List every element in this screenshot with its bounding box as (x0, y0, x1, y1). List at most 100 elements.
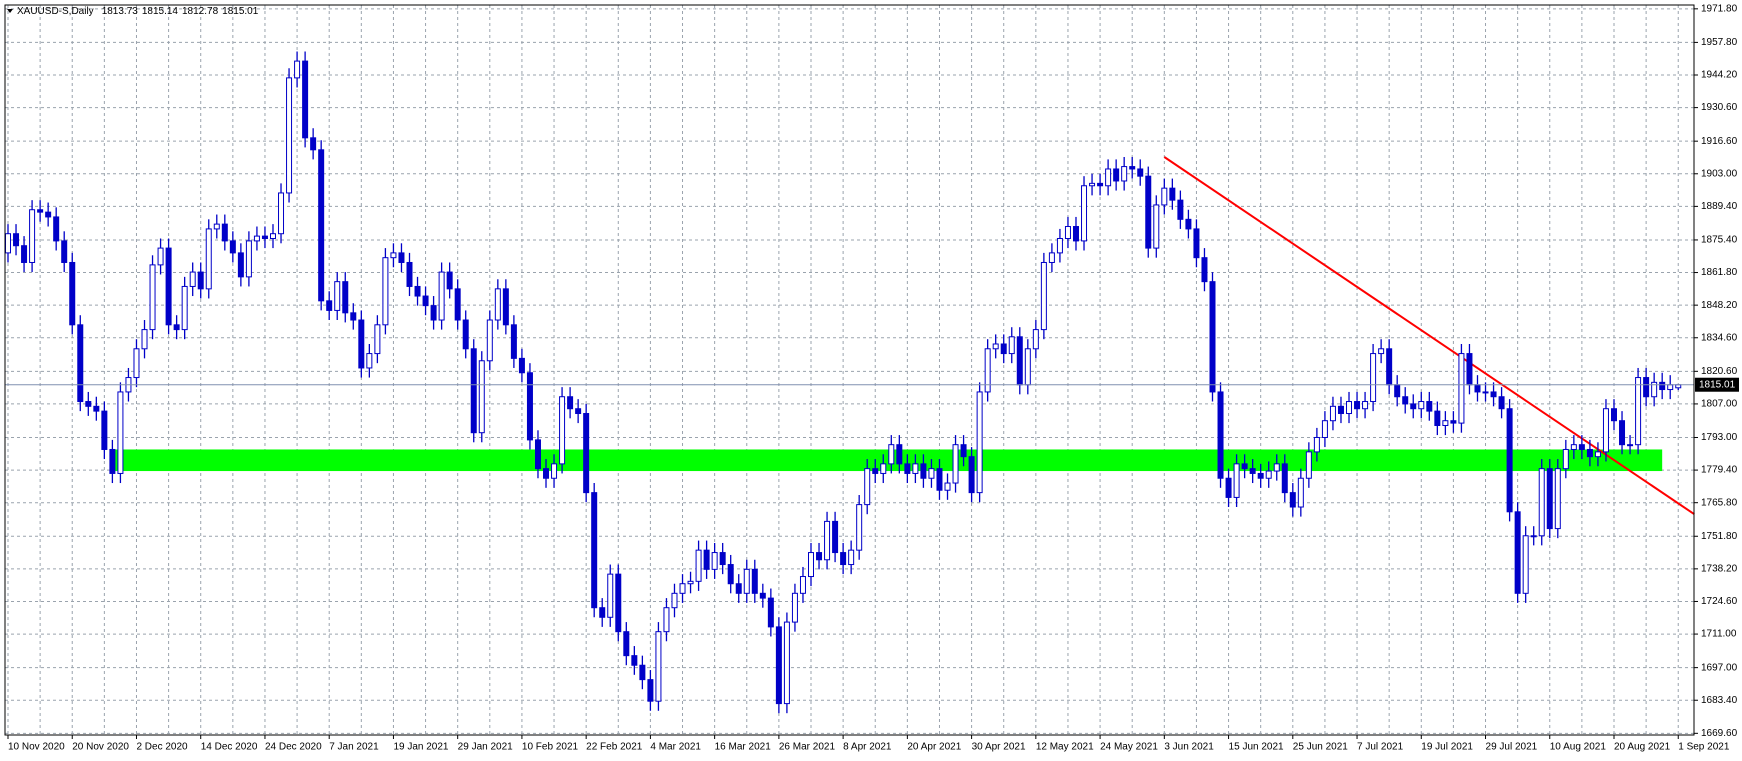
candle-body (920, 463, 927, 479)
candle-body (1386, 348, 1393, 386)
candle-body (615, 573, 622, 633)
candle-body (294, 60, 301, 79)
candle-body (1305, 451, 1312, 479)
y-tick-label: 1765.80 (1701, 497, 1738, 508)
x-tick-label: 20 Aug 2021 (1614, 742, 1671, 753)
candle-body (1008, 336, 1015, 355)
candle-body (61, 240, 68, 263)
candle-body (1410, 403, 1417, 410)
y-tick-label: 1903.00 (1701, 168, 1738, 179)
candle-body (1554, 468, 1561, 530)
candle-body (551, 463, 558, 479)
candle-body (1297, 477, 1304, 508)
candle-body (414, 285, 421, 297)
candle-body (1538, 468, 1545, 537)
candle-body (1450, 420, 1457, 424)
x-tick-label: 10 Feb 2021 (522, 742, 579, 753)
y-tick-label: 1916.60 (1701, 136, 1738, 147)
candle-body (607, 573, 614, 618)
menu-arrow[interactable] (7, 9, 13, 13)
candle-body (1498, 396, 1505, 410)
candle-body (1482, 391, 1489, 394)
candle-body (896, 444, 903, 465)
candle-body (1514, 511, 1521, 594)
candle-body (1370, 353, 1377, 403)
candle-body (1562, 448, 1569, 470)
candle-body (1546, 468, 1553, 530)
candle-body (952, 444, 959, 484)
y-tick-label: 1697.00 (1701, 662, 1738, 673)
candle-body (21, 245, 28, 263)
candle-body (406, 261, 413, 287)
candle-body (1177, 199, 1184, 220)
candle-body (109, 448, 116, 474)
y-tick-label: 1875.40 (1701, 235, 1738, 246)
candle-body (1619, 420, 1626, 446)
y-tick-label: 1930.60 (1701, 102, 1738, 113)
candle-body (1490, 391, 1497, 398)
x-tick-label: 19 Jul 2021 (1421, 742, 1473, 753)
candle-body (1289, 492, 1296, 508)
candle-body (1169, 187, 1176, 201)
x-tick-label: 14 Dec 2020 (201, 742, 258, 753)
candle-body (173, 324, 180, 331)
y-tick-label: 1711.00 (1701, 629, 1737, 640)
candle-body (486, 319, 493, 362)
candle-body (1129, 166, 1136, 170)
candle-body (502, 288, 509, 326)
candle-body (856, 504, 863, 551)
candle-body (944, 482, 951, 491)
candle-body (1201, 257, 1208, 283)
candle-body (591, 492, 598, 609)
candle-body (1321, 420, 1328, 438)
candle-body (470, 348, 477, 434)
x-tick-label: 26 Mar 2021 (779, 742, 836, 753)
candle-body (1121, 166, 1128, 182)
y-tick-label: 1820.60 (1701, 366, 1738, 377)
candle-body (181, 285, 188, 331)
candle-body (422, 295, 429, 307)
candle-body (992, 343, 999, 350)
candle-body (133, 348, 140, 379)
candle-body (77, 324, 84, 403)
candle-body (494, 288, 501, 321)
candle-body (663, 607, 670, 633)
candle-body (639, 664, 646, 681)
candle-body (1185, 218, 1192, 230)
candle-body (1394, 384, 1401, 398)
candle-body (687, 580, 694, 585)
candle-body (1418, 401, 1425, 410)
x-tick-label: 1 Sep 2021 (1678, 742, 1730, 753)
header: XAUUSD-S,Daily 1813.73 1815.14 1812.78 1815.… (7, 6, 259, 17)
candle-body (567, 396, 574, 410)
candle-body (767, 597, 774, 628)
candle-body (679, 583, 686, 594)
x-tick-label: 30 Apr 2021 (972, 742, 1026, 753)
x-tick-label: 29 Jan 2021 (458, 742, 513, 753)
candle-body (302, 60, 309, 139)
y-tick-label: 1971.80 (1701, 3, 1738, 14)
candle-body (655, 631, 662, 702)
candle-body (864, 468, 871, 506)
x-tick-label: 20 Apr 2021 (907, 742, 961, 753)
candle-body (37, 209, 44, 213)
y-tick-label: 1724.60 (1701, 596, 1738, 607)
candle-body (229, 240, 236, 254)
candle-body (1506, 408, 1513, 513)
candle-body (358, 319, 365, 369)
candle-body (253, 235, 260, 242)
candle-body (1097, 182, 1104, 187)
candle-body (237, 252, 244, 278)
candle-body (390, 252, 397, 259)
candle-body (559, 396, 566, 465)
candle-body (872, 468, 879, 474)
candle-body (221, 223, 228, 242)
candle-body (1402, 396, 1409, 405)
candle-body (478, 360, 485, 434)
candle-body (213, 223, 220, 230)
candle-body (430, 305, 437, 321)
x-tick-label: 19 Jan 2021 (393, 742, 448, 753)
candle-body (141, 329, 148, 350)
candle-body (1337, 405, 1344, 415)
